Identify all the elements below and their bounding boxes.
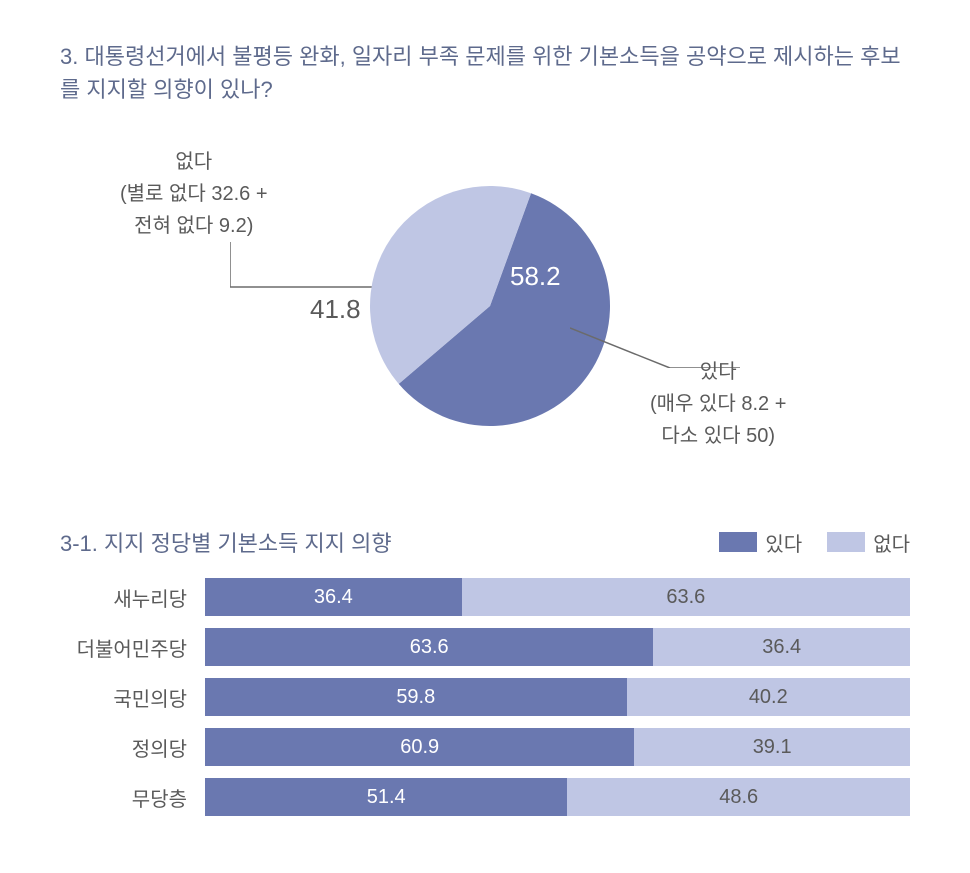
legend-item: 있다	[719, 528, 802, 557]
pie-chart	[370, 186, 610, 426]
bar-seg-no: 48.6	[567, 778, 910, 816]
pie-value-yes: 58.2	[510, 261, 561, 292]
pie-label-no-sub1: (별로 없다 32.6 +	[120, 178, 268, 210]
bar-row: 더불어민주당63.636.4	[60, 628, 910, 666]
pie-section: 없다 (별로 없다 32.6 + 전혀 없다 9.2) 41.8 58.2 있다…	[60, 136, 910, 496]
legend-label: 없다	[873, 528, 910, 557]
bar-seg-no: 36.4	[653, 628, 910, 666]
bar-seg-yes: 60.9	[205, 728, 634, 766]
bar-seg-yes: 63.6	[205, 628, 653, 666]
bar-seg-yes: 36.4	[205, 578, 462, 616]
bar-row: 정의당60.939.1	[60, 728, 910, 766]
pie-value-no: 41.8	[310, 294, 361, 325]
question-text: 대통령선거에서 불평등 완화, 일자리 부족 문제를 위한 기본소득을 공약으로…	[60, 44, 901, 102]
pie-label-yes: 있다 (매우 있다 8.2 + 다소 있다 50)	[650, 356, 786, 452]
bar-track: 59.840.2	[205, 678, 910, 716]
bar-rows: 새누리당36.463.6더불어민주당63.636.4국민의당59.840.2정의…	[60, 578, 910, 816]
bar-title: 3-1. 지지 정당별 기본소득 지지 의향	[60, 526, 719, 558]
bar-header: 3-1. 지지 정당별 기본소득 지지 의향 있다 없다	[60, 526, 910, 558]
bar-track: 51.448.6	[205, 778, 910, 816]
question-number: 3.	[60, 44, 78, 69]
pie-label-yes-sub2: 다소 있다 50)	[650, 420, 786, 452]
bar-track: 63.636.4	[205, 628, 910, 666]
legend-label: 있다	[765, 528, 802, 557]
bar-row: 국민의당59.840.2	[60, 678, 910, 716]
bar-label: 무당층	[60, 783, 205, 812]
pie-label-no-sub2: 전혀 없다 9.2)	[120, 210, 268, 242]
bar-seg-yes: 51.4	[205, 778, 567, 816]
bar-label: 더불어민주당	[60, 633, 205, 662]
question-title: 3. 대통령선거에서 불평등 완화, 일자리 부족 문제를 위한 기본소득을 공…	[60, 40, 910, 106]
legend: 있다 없다	[719, 528, 910, 557]
legend-swatch	[827, 532, 865, 552]
bar-seg-no: 40.2	[627, 678, 910, 716]
bar-label: 정의당	[60, 733, 205, 762]
bar-track: 36.463.6	[205, 578, 910, 616]
bar-track: 60.939.1	[205, 728, 910, 766]
bar-label: 국민의당	[60, 683, 205, 712]
legend-swatch	[719, 532, 757, 552]
bar-row: 새누리당36.463.6	[60, 578, 910, 616]
pie-label-yes-title: 있다	[650, 356, 786, 388]
bar-section: 3-1. 지지 정당별 기본소득 지지 의향 있다없다 새누리당36.463.6…	[60, 526, 910, 816]
pie-label-yes-sub1: (매우 있다 8.2 +	[650, 388, 786, 420]
bar-seg-yes: 59.8	[205, 678, 627, 716]
bar-seg-no: 63.6	[462, 578, 910, 616]
bar-seg-no: 39.1	[634, 728, 910, 766]
pie-label-no: 없다 (별로 없다 32.6 + 전혀 없다 9.2)	[120, 146, 268, 242]
bar-row: 무당층51.448.6	[60, 778, 910, 816]
legend-item: 없다	[827, 528, 910, 557]
pie-label-no-title: 없다	[120, 146, 268, 178]
bar-label: 새누리당	[60, 583, 205, 612]
